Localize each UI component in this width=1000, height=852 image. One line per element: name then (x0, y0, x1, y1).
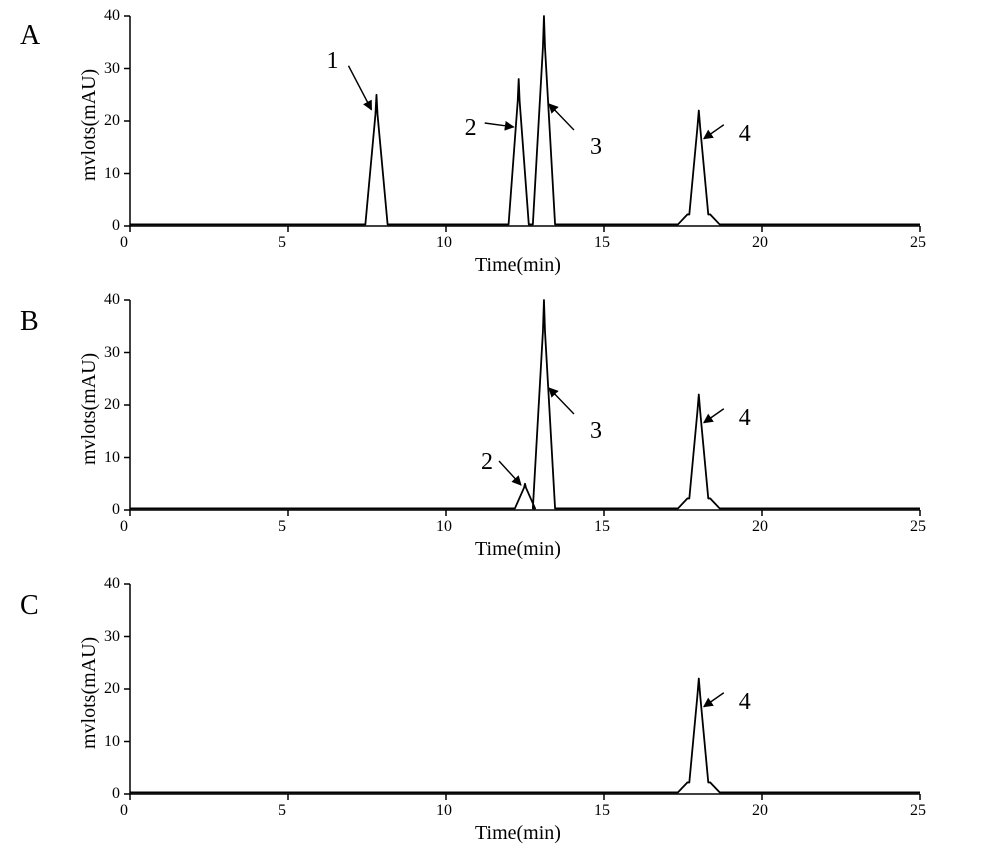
xtick-label: 10 (436, 802, 452, 820)
axes (130, 584, 920, 794)
chart-svg-C (0, 0, 1000, 852)
ylabel: mvlots(mAU) (78, 637, 101, 749)
figure: A0510152025010203040Time(min)mvlots(mAU)… (0, 0, 1000, 852)
ytick-label: 10 (104, 733, 120, 751)
ytick-label: 20 (104, 680, 120, 698)
xtick-label: 25 (910, 802, 926, 820)
ytick-label: 30 (104, 628, 120, 646)
xtick-label: 20 (752, 802, 768, 820)
ytick-label: 0 (112, 785, 120, 803)
ytick-label: 40 (104, 575, 120, 593)
xlabel: Time(min) (475, 822, 561, 845)
peak-arrow (704, 693, 724, 707)
xtick-label: 5 (278, 802, 286, 820)
peak-label-4: 4 (739, 689, 751, 716)
xtick-label: 0 (120, 802, 128, 820)
xtick-label: 15 (594, 802, 610, 820)
chromatogram-trace (130, 679, 920, 793)
